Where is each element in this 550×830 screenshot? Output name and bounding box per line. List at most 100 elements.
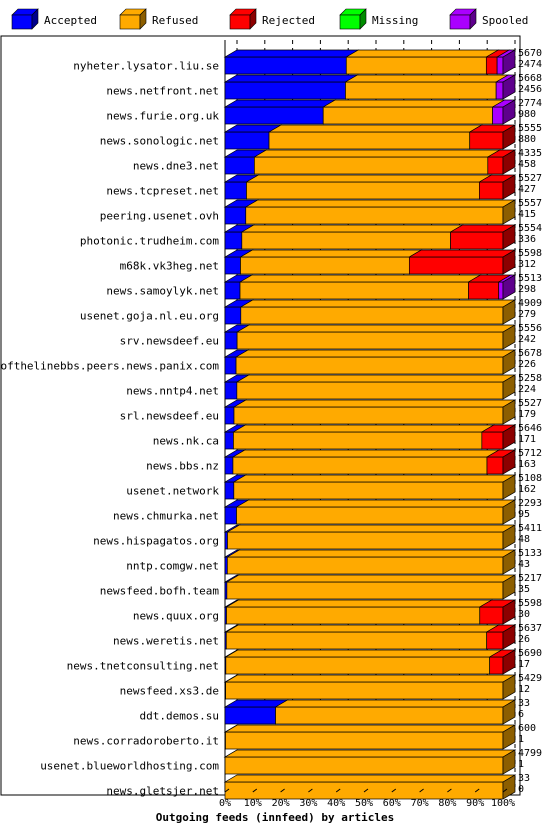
x-tick-label: 60%: [383, 798, 401, 809]
bar-segment-top-refused: [225, 574, 517, 583]
bar-segment-top-refused: [232, 424, 496, 433]
legend-swatch-spooled: [449, 14, 471, 30]
value-label-accepted: 0: [518, 784, 524, 795]
bar-segment-refused: [226, 606, 481, 625]
value-label-offered: 5556: [518, 323, 542, 334]
x-tick-label: 0%: [219, 798, 231, 809]
bar-segment-refused: [345, 56, 487, 75]
value-label-offered: 5598: [518, 598, 542, 609]
bar-segment-accepted: [224, 406, 235, 425]
x-tick-mark: [280, 788, 285, 793]
bar-segment-accepted: [224, 81, 346, 100]
value-label-offered: 5513: [518, 273, 542, 284]
bar-segment-refused: [322, 106, 493, 125]
bar-side-face: [502, 524, 516, 550]
bar-segment-accepted: [224, 481, 235, 500]
row-label: news.gletsjer.net: [106, 785, 219, 798]
bar-segment-refused: [241, 231, 451, 250]
row-label: usenet.blueworldhosting.com: [40, 760, 219, 773]
bar-side-face: [502, 49, 516, 75]
bar-segment-accepted: [224, 256, 241, 275]
value-label-offered: 5555: [518, 123, 542, 134]
row-label: news.nntp4.net: [126, 385, 219, 398]
bar-side-face: [502, 299, 516, 325]
row-label: endofthelinebbs.peers.news.panix.com: [0, 360, 219, 373]
bar-segment-top-refused: [234, 349, 517, 358]
bar-segment-refused: [233, 406, 504, 425]
bar-side-face: [502, 649, 516, 675]
value-label-offered: 5557: [518, 198, 542, 209]
x-tick-label: 50%: [355, 798, 373, 809]
bar-side-face: [502, 424, 516, 450]
bar-segment-accepted: [224, 456, 234, 475]
x-tick-label: 20%: [272, 798, 290, 809]
row-label: newsfeed.bofh.team: [100, 585, 220, 598]
bar-segment-top-refused: [244, 199, 517, 208]
value-label-accepted: 2474: [518, 59, 542, 70]
bar-segment-refused: [233, 431, 483, 450]
value-label-offered: 5527: [518, 398, 542, 409]
bar-segment-top-rejected: [408, 249, 517, 258]
legend-swatch-missing: [339, 14, 361, 30]
bar-segment-top-refused: [224, 724, 517, 733]
bar-row: news.gletsjer.net 330: [106, 773, 530, 800]
value-label-offered: 5411: [518, 523, 542, 534]
bar-segment-refused: [236, 506, 504, 525]
value-label-accepted: 30: [518, 609, 530, 620]
row-label: nntp.comgw.net: [126, 560, 219, 573]
bar-segment-rejected: [469, 131, 504, 150]
bar-segment-top-refused: [345, 49, 500, 58]
bar-segment-refused: [225, 731, 504, 750]
row-label: newsfeed.xs3.de: [120, 685, 219, 698]
bar-side-face: [502, 449, 516, 475]
row-label: news.furie.org.uk: [106, 110, 219, 123]
bar-segment-top-refused: [267, 124, 484, 133]
x-tick-label: 40%: [327, 798, 345, 809]
bar-segment-accepted: [224, 356, 237, 375]
bar-segment-top-refused: [240, 224, 464, 233]
bar-side-face: [502, 749, 516, 775]
bar-segment-top-accepted: [223, 74, 359, 83]
bar-segment-rejected: [481, 431, 504, 450]
bar-segment-refused: [246, 181, 480, 200]
legend-swatch-side: [359, 8, 367, 30]
row-label: news.chmurka.net: [113, 510, 219, 523]
bar-segment-rejected: [468, 281, 500, 300]
bar-segment-refused: [226, 556, 504, 575]
value-label-offered: 5670: [518, 48, 542, 59]
value-label-accepted: 6: [518, 709, 524, 720]
bar-segment-accepted: [224, 181, 247, 200]
x-tick-mark: [335, 788, 341, 793]
bar-segment-top-refused: [239, 299, 517, 308]
value-label-offered: 5668: [518, 73, 542, 84]
bar-side-face: [502, 149, 516, 175]
value-label-offered: 5598: [518, 248, 542, 259]
value-label-accepted: 163: [518, 459, 536, 470]
bar-segment-accepted: [224, 281, 241, 300]
bar-segment-refused: [233, 481, 504, 500]
bar-segment-top-refused: [344, 74, 510, 83]
bar-segment-top-refused: [224, 674, 517, 683]
legend-label-rejected: Rejected: [262, 14, 315, 27]
row-label: news.corradoroberto.it: [73, 735, 219, 748]
bar-segment-top-refused: [226, 524, 517, 533]
legend-label-spooled: Spooled: [482, 14, 528, 27]
value-label-offered: 5258: [518, 373, 542, 384]
value-label-accepted: 17: [518, 659, 530, 670]
bar-side-face: [502, 549, 516, 575]
value-label-accepted: 1: [518, 734, 524, 745]
x-tick-mark: [474, 788, 480, 793]
bar-segment-refused: [225, 631, 488, 650]
legend-label-refused: Refused: [152, 14, 198, 27]
bar-side-face: [502, 624, 516, 650]
bar-segment-accepted: [224, 156, 255, 175]
value-label-offered: 4909: [518, 298, 542, 309]
bar-side-face: [502, 174, 516, 200]
